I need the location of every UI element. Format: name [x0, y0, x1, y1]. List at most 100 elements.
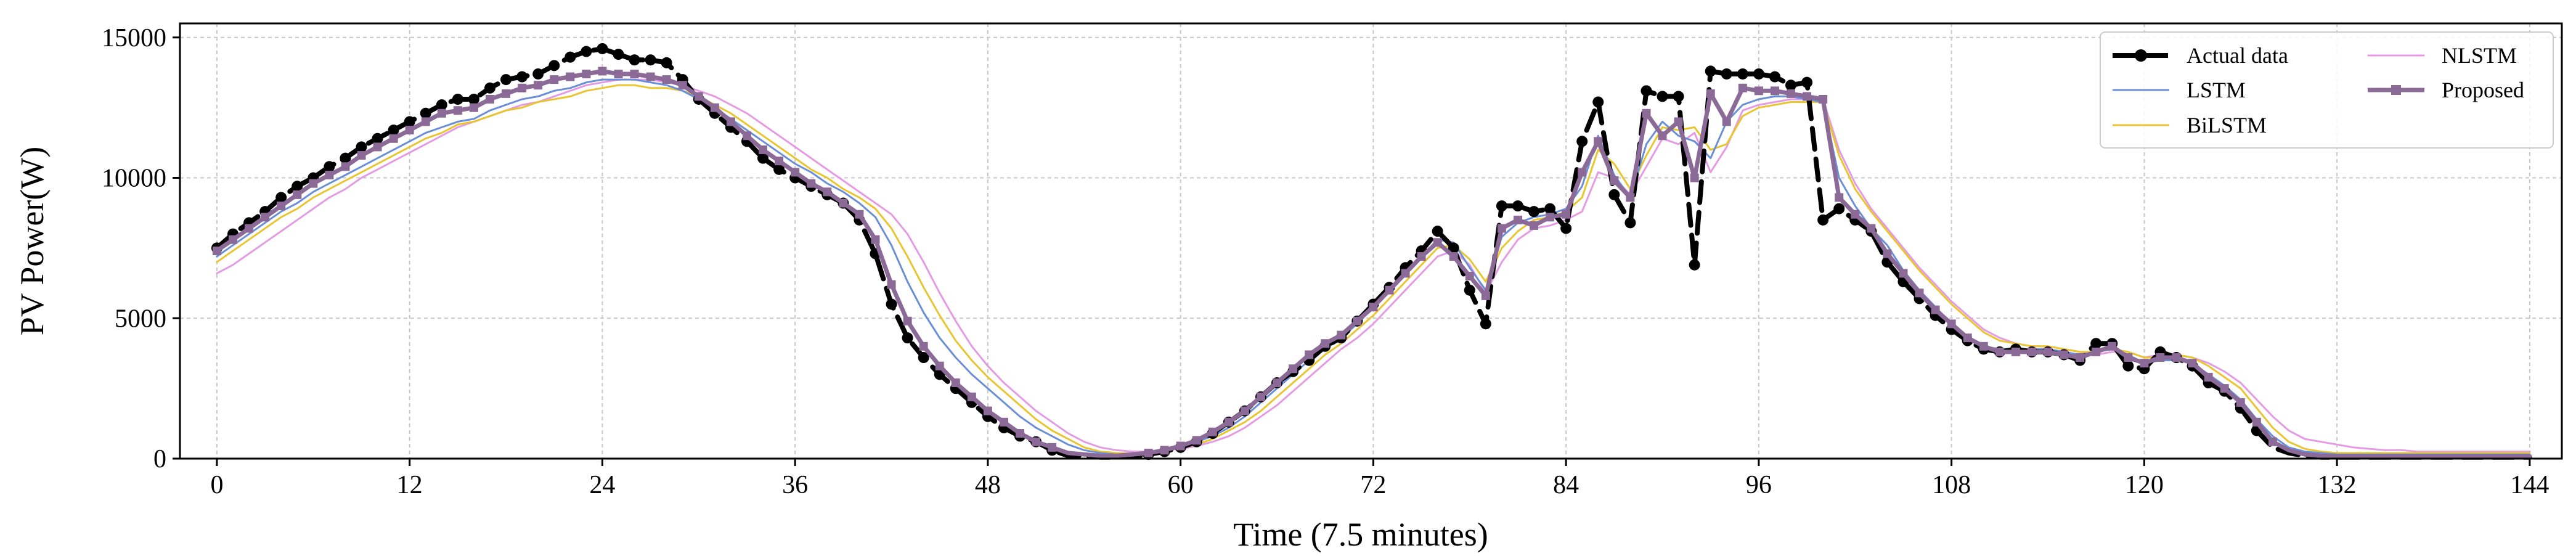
series-bilstm — [216, 84, 2531, 455]
data-point-proposed — [1481, 291, 1490, 300]
data-point-proposed — [277, 202, 286, 211]
data-point-proposed — [1658, 131, 1667, 141]
data-point-proposed — [469, 103, 478, 112]
data-point-proposed — [1899, 269, 1908, 278]
plot-frame — [179, 22, 2563, 460]
data-point-proposed — [1465, 271, 1474, 280]
data-point-actual-data — [404, 116, 415, 128]
data-point-proposed — [2027, 347, 2036, 356]
data-point-actual-data — [1464, 284, 1475, 296]
data-point-proposed — [1931, 305, 1940, 314]
data-point-proposed — [887, 280, 896, 289]
data-point-proposed — [2204, 372, 2213, 382]
data-point-proposed — [2060, 350, 2069, 359]
data-point-proposed — [212, 246, 221, 255]
data-point-proposed — [453, 106, 462, 115]
data-point-proposed — [421, 117, 430, 126]
data-point-proposed — [2011, 347, 2020, 356]
y-tick-label: 0 — [153, 445, 166, 473]
x-tick-label: 144 — [2510, 471, 2549, 499]
data-point-proposed — [630, 69, 639, 78]
data-point-proposed — [742, 131, 751, 141]
data-point-actual-data — [1432, 226, 1443, 237]
data-point-proposed — [245, 224, 254, 233]
data-point-proposed — [1979, 341, 1988, 351]
data-point-proposed — [1738, 83, 1747, 92]
y-tick-label: 15000 — [102, 24, 166, 52]
data-point-actual-data — [1737, 68, 1748, 80]
data-point-actual-data — [2090, 338, 2102, 350]
data-point-actual-data — [1496, 200, 1507, 212]
legend-label-nlstm: NLSTM — [2442, 43, 2517, 68]
data-point-actual-data — [468, 93, 479, 105]
data-point-proposed — [1176, 441, 1185, 451]
data-point-actual-data — [581, 46, 592, 57]
data-point-actual-data — [452, 93, 463, 105]
data-point-proposed — [1690, 173, 1699, 182]
data-point-proposed — [1449, 252, 1458, 261]
data-point-actual-data — [1769, 71, 1780, 83]
data-point-proposed — [229, 235, 238, 244]
data-point-proposed — [1321, 339, 1330, 348]
data-point-proposed — [2156, 353, 2165, 362]
data-point-proposed — [775, 157, 784, 166]
data-point-proposed — [293, 190, 302, 199]
data-point-proposed — [2252, 417, 2261, 427]
data-point-proposed — [903, 316, 912, 325]
data-point-actual-data — [1833, 203, 1845, 215]
data-point-proposed — [646, 72, 655, 81]
data-point-actual-data — [918, 352, 929, 364]
data-point-actual-data — [629, 54, 640, 66]
x-tick-label: 72 — [1360, 471, 1386, 499]
data-point-proposed — [1803, 92, 1812, 101]
data-point-actual-data — [1657, 91, 1668, 102]
data-point-actual-data — [275, 192, 287, 203]
data-point-proposed — [1578, 168, 1587, 177]
legend-marker-actual-data — [2135, 49, 2147, 62]
data-point-actual-data — [1817, 214, 1829, 226]
x-tick-label: 24 — [589, 471, 615, 499]
data-point-proposed — [1594, 137, 1603, 146]
data-point-proposed — [325, 170, 334, 179]
data-point-proposed — [2140, 359, 2149, 368]
data-point-proposed — [373, 142, 382, 152]
x-tick-label: 96 — [1746, 471, 1772, 499]
data-point-proposed — [598, 67, 607, 76]
data-point-proposed — [1289, 364, 1298, 374]
data-point-actual-data — [1560, 223, 1572, 234]
data-point-proposed — [1642, 108, 1651, 118]
data-point-proposed — [502, 89, 511, 98]
legend-item-actual-data: Actual data — [2113, 43, 2288, 68]
data-point-actual-data — [1480, 318, 1491, 330]
data-point-proposed — [1305, 350, 1314, 359]
data-point-proposed — [1674, 117, 1683, 126]
data-point-actual-data — [1689, 259, 1700, 271]
data-point-proposed — [791, 168, 800, 177]
data-point-actual-data — [388, 125, 399, 136]
data-point-proposed — [357, 151, 366, 160]
data-point-actual-data — [1801, 76, 1813, 88]
data-point-proposed — [694, 92, 703, 101]
data-point-proposed — [518, 83, 527, 92]
data-point-actual-data — [372, 133, 383, 144]
data-point-proposed — [1208, 427, 1217, 436]
data-point-proposed — [1016, 429, 1025, 438]
data-point-proposed — [2236, 398, 2245, 407]
data-point-proposed — [1240, 406, 1249, 415]
x-tick-label: 132 — [2318, 471, 2357, 499]
data-point-proposed — [855, 210, 864, 219]
data-point-actual-data — [1576, 136, 1588, 147]
data-point-actual-data — [436, 99, 447, 111]
x-tick-label: 60 — [1168, 471, 1194, 499]
data-point-proposed — [1513, 215, 1522, 224]
data-point-proposed — [1369, 303, 1378, 312]
data-point-proposed — [1032, 437, 1041, 446]
data-point-actual-data — [484, 82, 495, 94]
data-point-proposed — [2044, 347, 2053, 356]
legend-item-proposed: Proposed — [2368, 78, 2524, 102]
data-point-actual-data — [613, 49, 624, 60]
axis-ticks: 0 12 24 36 48 60 72 84 96 108 120 132 144 0 5000 10000 1… — [102, 24, 2549, 499]
legend-item-lstm: LSTM — [2113, 78, 2246, 102]
data-point-proposed — [1160, 446, 1169, 455]
data-point-proposed — [1915, 288, 1924, 298]
